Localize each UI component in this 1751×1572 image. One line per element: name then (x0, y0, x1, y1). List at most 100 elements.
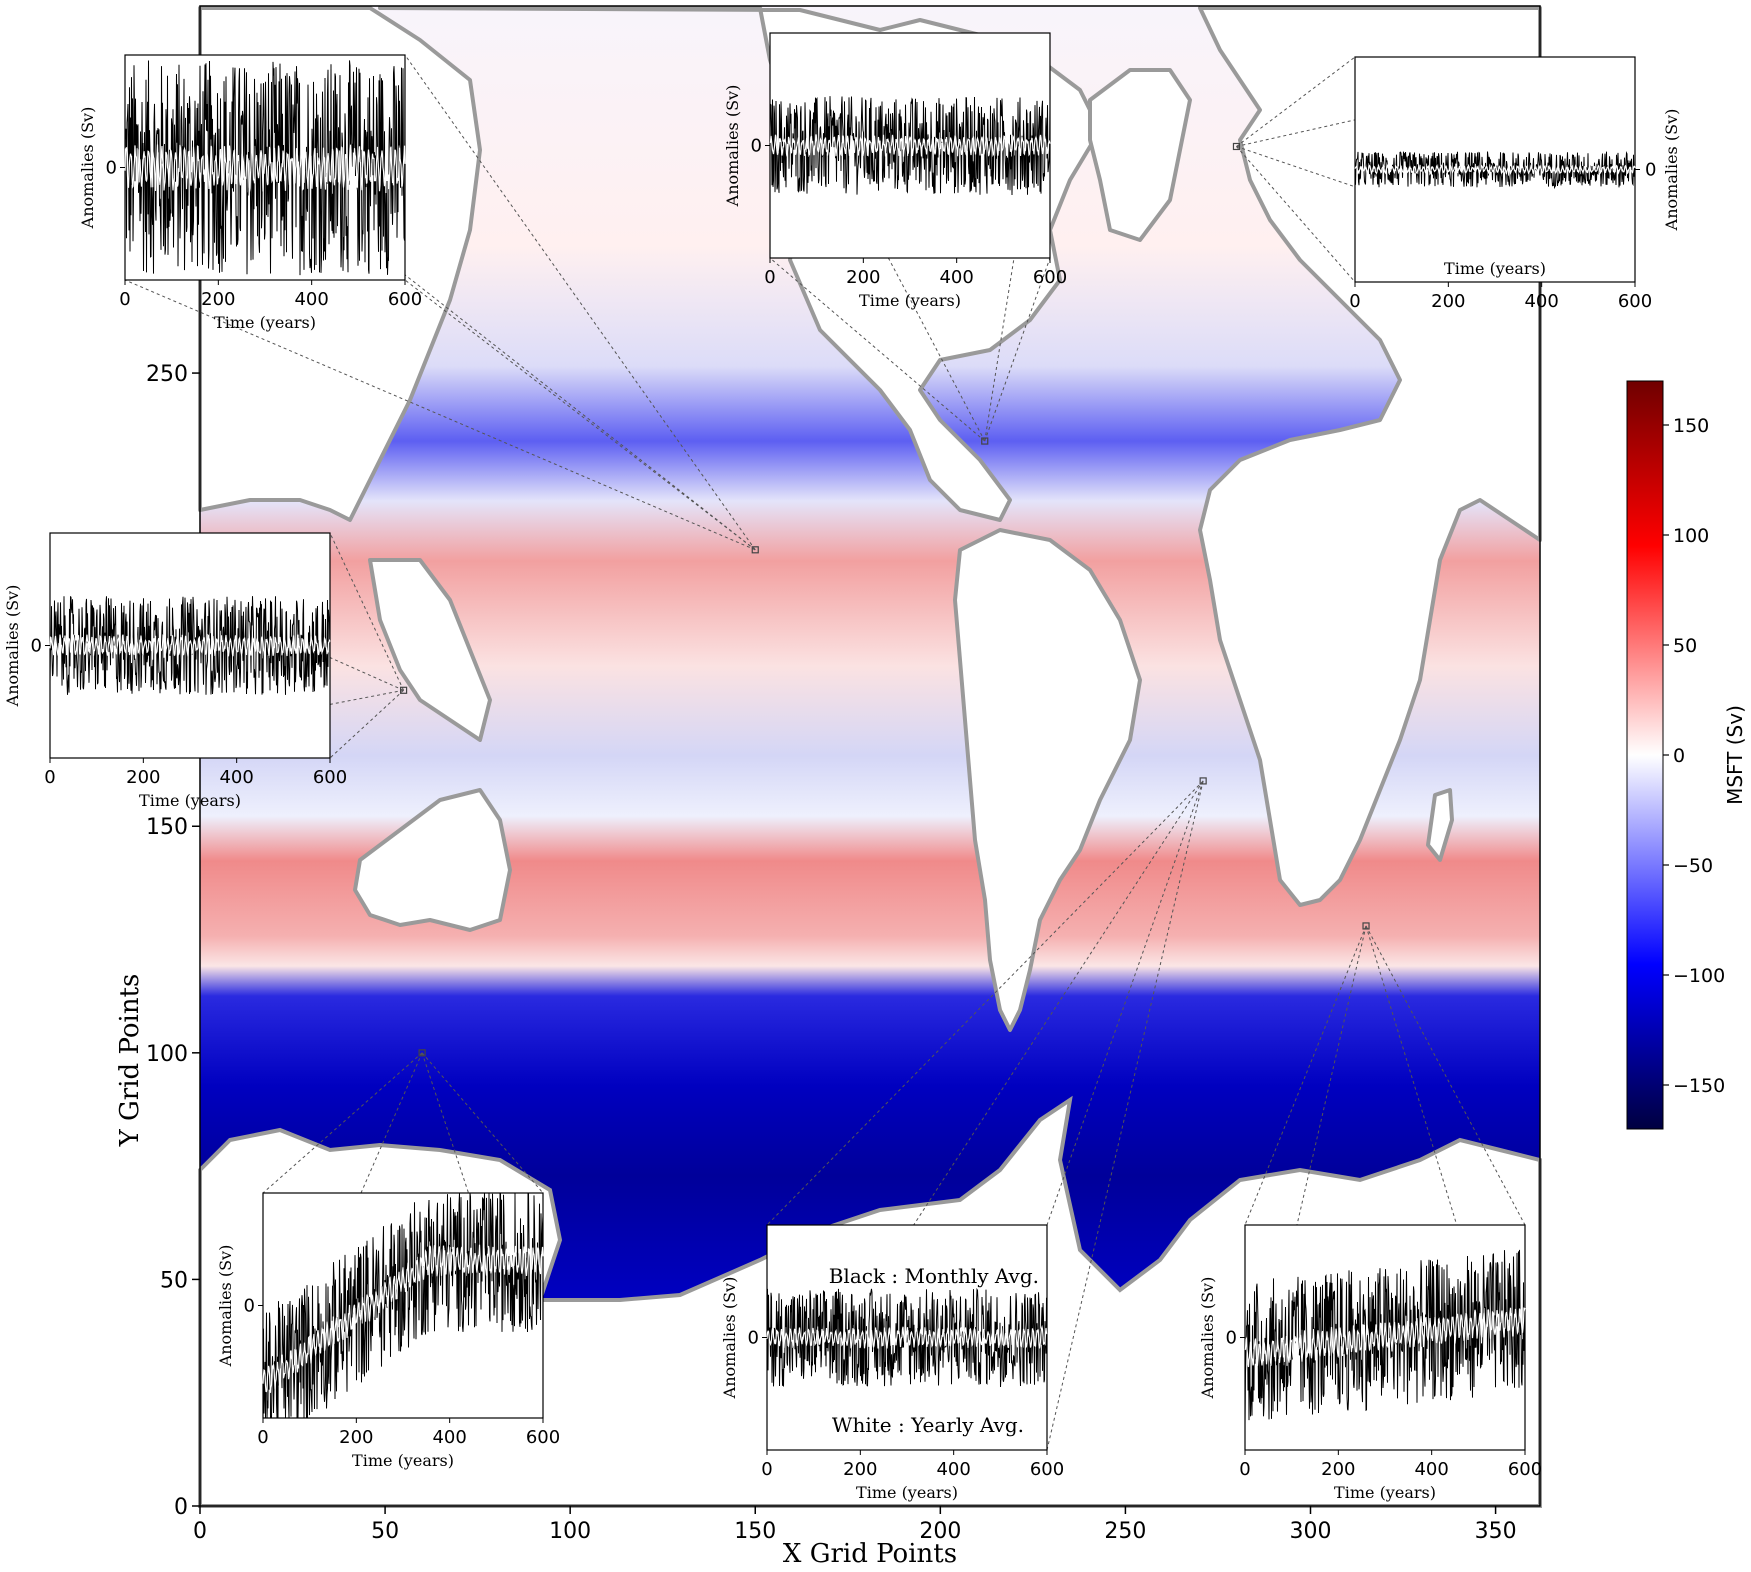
inset-xtick-label: 200 (1321, 1459, 1355, 1480)
leader-line (1236, 56, 1356, 147)
inset-ytick-label: 0 (106, 158, 117, 179)
yearly-avg-series (1244, 1307, 1526, 1368)
inset-xtick-label: 0 (119, 289, 130, 310)
inset-ylabel: Anomalies (Sv) (723, 85, 742, 208)
inset-xtick-label: 600 (1030, 1459, 1064, 1480)
inset-ytick-label: 0 (1226, 1328, 1237, 1349)
colorbar-label: MSFT (Sv) (1723, 705, 1747, 805)
leader-line (766, 780, 1204, 1451)
inset-xtick-label: 200 (843, 1459, 877, 1480)
leader-line (1046, 780, 1204, 1226)
x-tick-label: 0 (193, 1519, 207, 1544)
inset-north-pacific-1: 0 Anomalies (Sv) 0 200 400 600 Time (years) (78, 54, 422, 332)
greenland-landmass (1088, 68, 1192, 242)
inset-xtick-label: 400 (219, 767, 253, 788)
legend-monthly: Black : Monthly Avg. (829, 1264, 1039, 1288)
leader-line (1046, 780, 1204, 1451)
legend-yearly: White : Yearly Avg. (832, 1413, 1024, 1437)
y-tick-label: 0 (174, 1495, 188, 1520)
inset-xlabel: Time (years) (859, 291, 961, 310)
inset-xtick-label: 400 (1524, 291, 1558, 312)
south-america-landmass (953, 528, 1142, 1032)
inset-ylabel: Anomalies (Sv) (216, 1245, 235, 1368)
southeast-asia-islands (368, 558, 492, 742)
y-tick-label: 250 (146, 362, 188, 387)
colorbar-tick-label: 100 (1673, 525, 1709, 547)
colorbar-tick-label: 0 (1673, 745, 1685, 767)
probe-marker (1199, 777, 1207, 785)
colorbar-tick-label: 50 (1673, 635, 1697, 657)
madagascar-landmass (1426, 788, 1454, 862)
colorbar-tick-label: −100 (1673, 965, 1725, 987)
inset-ylabel: Anomalies (Sv) (1662, 109, 1681, 232)
y-tick-label: 100 (146, 1042, 188, 1067)
inset-ytick-label: 0 (31, 636, 42, 657)
yearly-avg-series (124, 142, 406, 192)
yearly-avg-series (49, 633, 331, 657)
probe-marker (751, 546, 759, 554)
inset-xlabel: Time (years) (1444, 259, 1546, 278)
colorbar: 150 100 50 0 −50 −100 −150 MSFT (Sv) (1626, 380, 1747, 1130)
x-tick-label: 200 (919, 1519, 961, 1544)
leader-line (984, 257, 1051, 442)
monthly-avg-series (262, 1192, 544, 1419)
monthly-avg-series (766, 1287, 1048, 1388)
x-tick-label: 250 (1104, 1519, 1146, 1544)
leader-line (329, 532, 405, 691)
leader-line (421, 1052, 544, 1194)
leader-line (124, 279, 756, 551)
x-axis-label: X Grid Points (783, 1539, 957, 1569)
x-tick-label: 150 (734, 1519, 776, 1544)
inset-plots: 0 Anomalies (Sv) 0 200 400 600 Time (years) 0 An… (3, 32, 1681, 1502)
inset-west-pacific: 0 Anomalies (Sv) 0 200 400 600 Time (years) (3, 532, 347, 810)
inset-ylabel: Anomalies (Sv) (78, 107, 97, 230)
inset-north-atlantic-subpolar: 0 Anomalies (Sv) 0 200 400 600 Time (years) (1349, 56, 1681, 312)
yearly-avg-series (262, 1244, 544, 1393)
inset-ylabel: Anomalies (Sv) (720, 1277, 739, 1400)
inset-xtick-label: 200 (846, 267, 880, 288)
inset-ytick-label: 0 (751, 136, 762, 157)
inset-xtick-label: 0 (1239, 1459, 1250, 1480)
inset-xtick-label: 600 (1033, 267, 1067, 288)
leader-line (1236, 146, 1356, 283)
inset-xtick-label: 200 (339, 1427, 373, 1448)
inset-xtick-label: 200 (201, 289, 235, 310)
inset-xlabel: Time (years) (1334, 1483, 1436, 1502)
inset-xtick-label: 0 (1349, 291, 1360, 312)
monthly-avg-series (49, 596, 331, 695)
inset-ylabel: Anomalies (Sv) (1198, 1277, 1217, 1400)
leader-line (262, 1052, 423, 1194)
leader-line (769, 257, 986, 442)
y-axis-label: Y Grid Points (115, 974, 145, 1148)
inset-xtick-label: 400 (432, 1427, 466, 1448)
y-axis-ticks: 0 50 100 150 250 (146, 362, 200, 1520)
inset-xtick-label: 600 (1618, 291, 1652, 312)
x-tick-label: 50 (371, 1519, 399, 1544)
yearly-avg-series (1354, 163, 1636, 176)
inset-south-atlantic: 0 Anomalies (Sv) 0 200 400 600 Time (years) Bla… (720, 1224, 1064, 1502)
inset-xlabel: Time (years) (214, 313, 316, 332)
leader-line (1365, 925, 1526, 1226)
probe-marker (1232, 142, 1241, 151)
colorbar-tick-label: 150 (1673, 415, 1709, 437)
inset-xlabel: Time (years) (352, 1451, 454, 1470)
y-tick-label: 150 (146, 815, 188, 840)
inset-xtick-label: 0 (44, 767, 55, 788)
probe-marker (399, 686, 408, 694)
inset-xtick-label: 600 (313, 767, 347, 788)
inset-ytick-label: 0 (244, 1296, 255, 1317)
x-axis-ticks: 0 50 100 150 200 250 300 350 (193, 1506, 1517, 1544)
inset-xtick-label: 600 (388, 289, 422, 310)
yearly-avg-series (766, 1324, 1048, 1349)
leader-line (766, 780, 1204, 1226)
yearly-avg-series (769, 134, 1051, 158)
inset-xtick-label: 0 (257, 1427, 268, 1448)
x-tick-label: 300 (1289, 1519, 1331, 1544)
australia-landmass (353, 788, 512, 932)
leader-line (329, 689, 404, 759)
inset-agulhas: 0 Anomalies (Sv) 0 200 400 600 Time (years) (1198, 1224, 1542, 1502)
y-tick-label: 50 (160, 1268, 188, 1293)
inset-xtick-label: 200 (1431, 291, 1465, 312)
inset-xtick-label: 400 (294, 289, 328, 310)
